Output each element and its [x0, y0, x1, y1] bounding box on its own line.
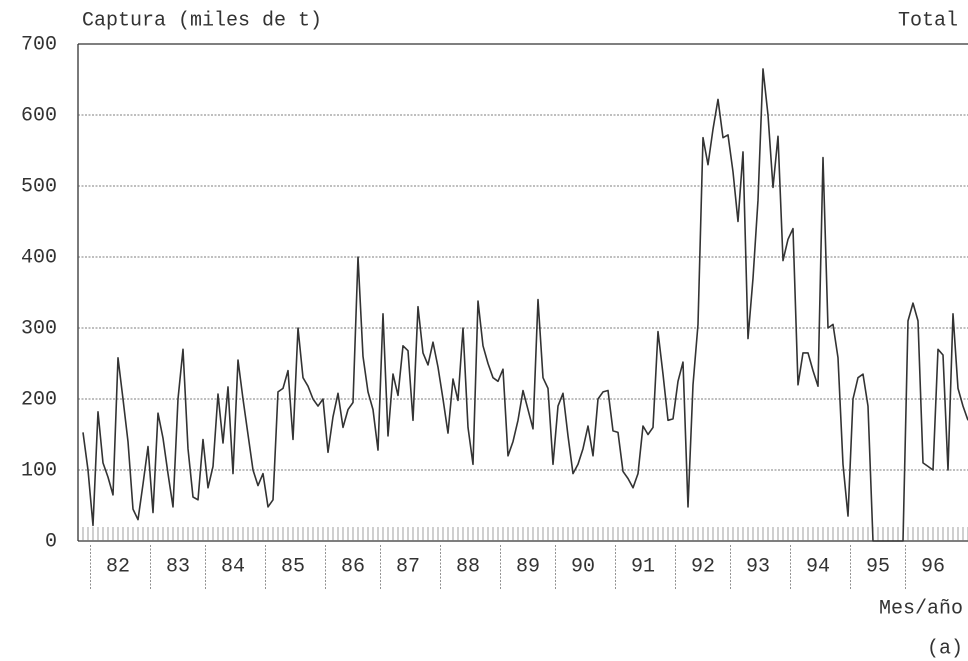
- x-tick-label: 96: [921, 555, 945, 578]
- x-tick-label: 86: [341, 555, 365, 578]
- x-tick-label: 90: [571, 555, 595, 578]
- y-tick-label: 600: [21, 104, 57, 127]
- x-tick-label: 85: [281, 555, 305, 578]
- x-tick-label: 93: [746, 555, 770, 578]
- data-line: [82, 68, 968, 542]
- y-tick-label: 100: [21, 459, 57, 482]
- annotation: (a): [927, 637, 963, 660]
- y-tick-label: 400: [21, 246, 57, 269]
- chart-title: Captura (miles de t): [82, 9, 322, 32]
- chart-subtitle: Total: [898, 9, 958, 32]
- x-tick-label: 92: [691, 555, 715, 578]
- x-tick-label: 83: [166, 555, 190, 578]
- y-tick-label: 0: [45, 530, 57, 553]
- x-tick-label: 87: [396, 555, 420, 578]
- y-tick-label: 500: [21, 175, 57, 198]
- x-tick-label: 84: [221, 555, 245, 578]
- y-tick-label: 300: [21, 317, 57, 340]
- x-tick-label: 82: [106, 555, 130, 578]
- x-tick-label: 95: [866, 555, 890, 578]
- y-tick-label: 700: [21, 33, 57, 56]
- x-tick-label: 89: [516, 555, 540, 578]
- x-tick-label: 88: [456, 555, 480, 578]
- x-axis-label: Mes/año: [879, 597, 963, 620]
- x-tick-label: 91: [631, 555, 655, 578]
- y-tick-label: 200: [21, 388, 57, 411]
- x-tick-label: 94: [806, 555, 830, 578]
